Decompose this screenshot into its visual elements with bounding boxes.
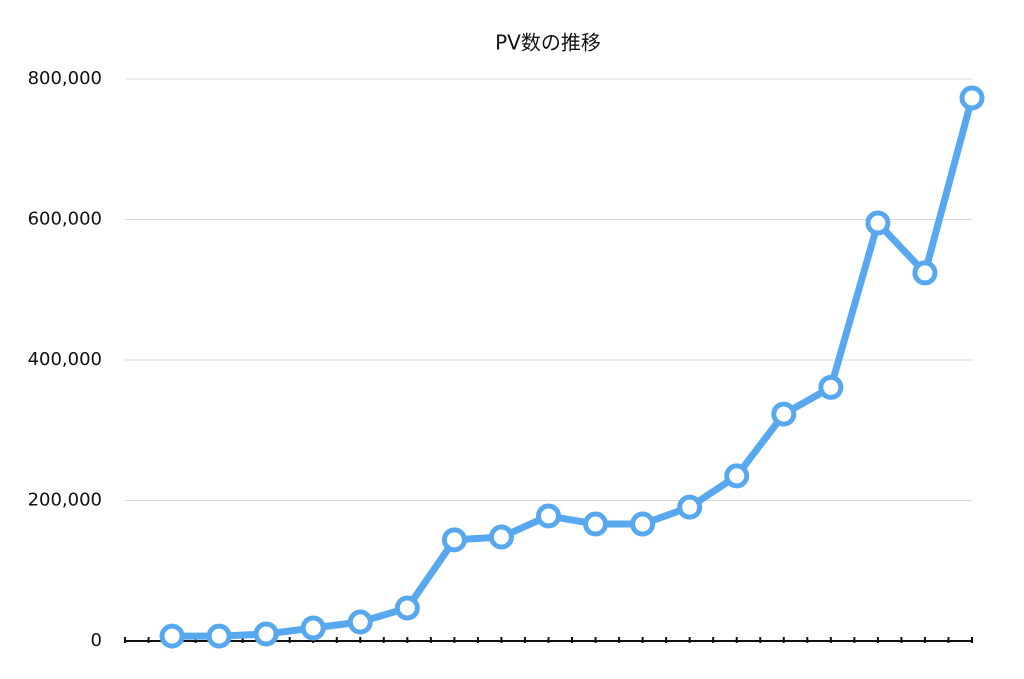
point-marker [959, 85, 985, 111]
series-line [172, 97, 976, 640]
point-marker [441, 527, 467, 553]
chart-title: PV数の推移 [495, 31, 601, 55]
point-marker [300, 615, 326, 641]
point-marker [677, 494, 703, 520]
y-tick-label: 200,000 [28, 490, 102, 511]
point-marker [253, 621, 279, 647]
y-tick-label: 400,000 [28, 349, 102, 370]
point-marker [865, 210, 891, 236]
point-marker [159, 623, 185, 649]
point-marker [630, 511, 656, 537]
point-marker [724, 463, 750, 489]
point-marker [206, 623, 232, 649]
point-marker [912, 260, 938, 286]
point-marker [583, 511, 609, 537]
y-tick-label: 0 [91, 630, 102, 651]
y-tick-label: 600,000 [28, 209, 102, 230]
point-marker [488, 524, 514, 550]
point-marker [347, 609, 373, 635]
point-marker [536, 503, 561, 529]
point-marker [394, 595, 420, 621]
y-tick-label: 800,000 [28, 68, 102, 89]
point-marker [771, 401, 797, 427]
point-marker [818, 374, 844, 400]
